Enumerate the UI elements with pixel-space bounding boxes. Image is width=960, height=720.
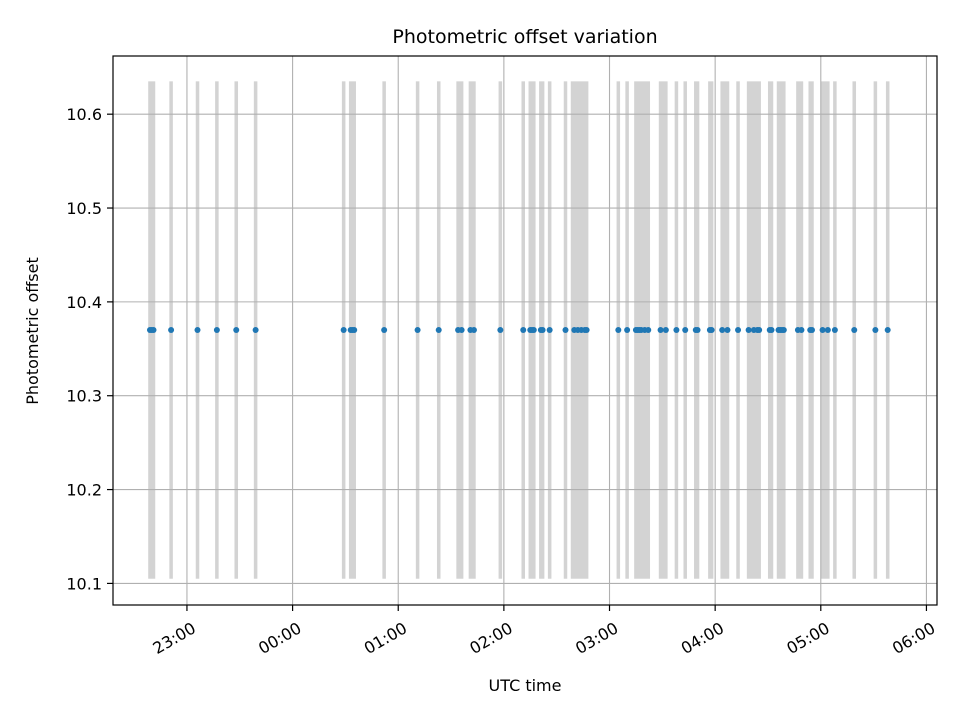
data-point-0-33	[615, 327, 622, 334]
data-points	[146, 327, 891, 334]
y-tick-label-0: 10.1	[66, 574, 102, 593]
data-point-0-55	[756, 327, 763, 334]
data-point-0-27	[562, 327, 569, 334]
data-point-0-71	[884, 327, 891, 334]
plot-frame	[112, 55, 938, 606]
data-point-0-6	[233, 327, 240, 334]
data-point-0-2	[150, 327, 157, 334]
data-point-0-26	[546, 327, 553, 334]
data-point-0-23	[530, 327, 537, 334]
data-point-0-42	[662, 327, 669, 334]
data-point-0-13	[414, 327, 421, 334]
data-point-0-66	[819, 327, 826, 334]
data-point-0-14	[435, 327, 442, 334]
data-point-0-40	[645, 327, 652, 334]
data-point-0-12	[381, 327, 388, 334]
data-point-0-16	[458, 327, 465, 334]
data-point-0-63	[798, 327, 805, 334]
data-point-0-44	[682, 327, 689, 334]
data-point-0-25	[539, 327, 546, 334]
data-point-0-34	[624, 327, 631, 334]
data-point-0-11	[351, 327, 358, 334]
data-point-0-20	[520, 327, 527, 334]
data-point-0-65	[808, 327, 815, 334]
y-tick-label-2: 10.3	[66, 387, 102, 406]
y-tick-label-4: 10.5	[66, 199, 102, 218]
data-point-0-4	[194, 327, 201, 334]
data-point-0-19	[497, 327, 504, 334]
data-point-0-49	[719, 327, 726, 334]
y-tick-label-3: 10.4	[66, 293, 102, 312]
data-point-0-3	[168, 327, 175, 334]
data-point-0-7	[252, 327, 259, 334]
data-point-0-32	[583, 327, 590, 334]
data-point-0-68	[831, 327, 838, 334]
data-point-0-51	[735, 327, 742, 334]
chart-title: Photometric offset variation	[392, 26, 657, 48]
data-point-0-41	[657, 327, 664, 334]
data-point-0-5	[213, 327, 220, 334]
data-point-0-69	[851, 327, 858, 334]
data-point-0-67	[824, 327, 831, 334]
y-tick-label-1: 10.2	[66, 481, 102, 500]
x-axis-label: UTC time	[489, 676, 562, 695]
grid	[113, 56, 937, 605]
data-point-0-61	[780, 327, 787, 334]
y-tick-label-5: 10.6	[66, 105, 102, 124]
y-axis-ticks: 10.1 10.2 10.3 10.4 10.5 10.6	[66, 105, 113, 593]
data-point-0-46	[694, 327, 701, 334]
data-point-0-52	[745, 327, 752, 334]
data-point-0-50	[724, 327, 731, 334]
data-point-0-8	[340, 327, 347, 334]
y-axis-label: Photometric offset	[23, 257, 42, 405]
data-point-0-43	[673, 327, 680, 334]
data-point-0-18	[470, 327, 477, 334]
data-point-0-48	[708, 327, 715, 334]
data-point-0-70	[872, 327, 879, 334]
data-point-0-57	[768, 327, 775, 334]
